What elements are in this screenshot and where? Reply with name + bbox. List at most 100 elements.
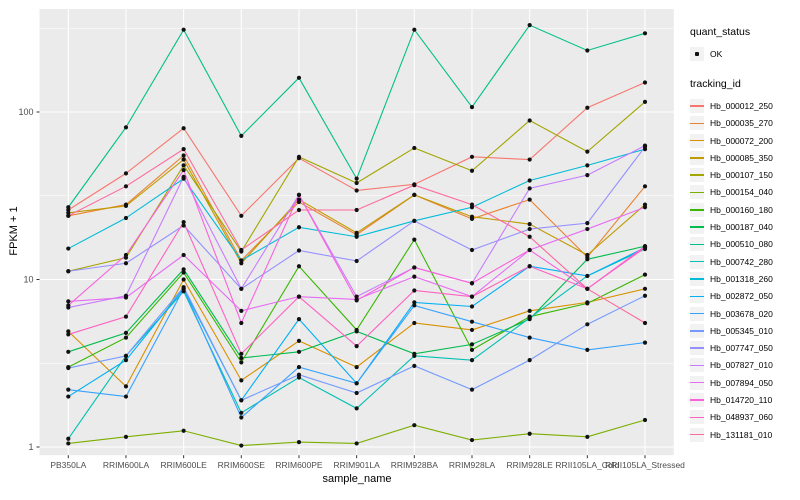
data-point: [642, 205, 648, 210]
data-point: [469, 437, 475, 443]
data-point: [469, 327, 475, 333]
data-point: [296, 338, 302, 343]
data-point: [239, 258, 244, 263]
legend-key-line-icon: [690, 364, 704, 367]
data-point: [642, 340, 648, 345]
data-point: [123, 295, 129, 300]
legend-key-line-icon: [690, 139, 704, 142]
legend-entry-label: Hb_003678_020: [710, 308, 773, 319]
data-point: [296, 439, 302, 445]
legend-entry-Hb_002872_050: Hb_002872_050: [690, 288, 798, 305]
data-point: [527, 178, 532, 183]
data-point: [123, 353, 129, 358]
data-point: [123, 215, 129, 221]
data-point: [354, 329, 359, 334]
data-point: [585, 173, 590, 178]
x-tick-label: RRIM901LA: [333, 460, 380, 470]
data-point: [412, 288, 417, 293]
data-point: [585, 257, 590, 262]
data-point: [66, 299, 71, 304]
x-tick-label: RRIM928LA: [449, 460, 496, 470]
data-point: [239, 443, 244, 448]
data-point: [354, 230, 359, 235]
data-point: [181, 157, 186, 162]
data-point: [123, 314, 129, 319]
data-point: [527, 247, 532, 253]
data-point: [412, 145, 417, 151]
data-point: [527, 308, 532, 313]
data-point: [123, 171, 129, 176]
data-point: [642, 293, 648, 298]
legend-key-line-icon: [690, 157, 704, 159]
data-point: [296, 197, 302, 202]
legend-key-line-icon: [690, 347, 704, 349]
data-point: [123, 384, 129, 389]
legend-entry-label: Hb_000742_280: [710, 256, 773, 267]
data-point: [642, 184, 648, 189]
legend-key-line-icon: [690, 209, 704, 211]
data-point: [469, 304, 475, 309]
data-point: [239, 415, 244, 420]
data-point: [181, 270, 186, 275]
legend-quant-status-title: quant_status: [690, 26, 751, 38]
data-point: [296, 248, 302, 253]
data-point: [296, 154, 302, 159]
legend-entry-Hb_014720_110: Hb_014720_110: [690, 391, 798, 408]
legend-entry-label: Hb_000160_180: [710, 204, 773, 215]
data-point: [412, 265, 417, 270]
data-point: [296, 372, 302, 377]
data-point: [412, 183, 417, 188]
data-point: [585, 105, 590, 110]
data-point: [354, 441, 359, 446]
legend-key-line-icon: [690, 191, 704, 194]
data-point: [181, 267, 186, 272]
legend-entry-Hb_000154_040: Hb_000154_040: [690, 184, 798, 201]
legend-key-line-icon: [690, 243, 704, 246]
data-point: [296, 349, 302, 354]
data-point: [527, 335, 532, 340]
legend-entry-label: Hb_001318_260: [710, 273, 773, 284]
data-point: [239, 286, 244, 291]
legend-entry-label: Hb_048937_060: [710, 412, 773, 423]
data-point: [642, 286, 648, 291]
data-point: [123, 203, 129, 209]
data-point: [181, 220, 186, 225]
data-point: [354, 207, 359, 213]
data-point: [239, 351, 244, 356]
data-point: [469, 168, 475, 173]
legend-ok-item: OK: [690, 45, 798, 62]
data-point: [66, 205, 71, 210]
legend-key-line-icon: [690, 433, 704, 436]
data-point: [527, 197, 532, 202]
data-point: [354, 234, 359, 239]
data-point: [296, 264, 302, 269]
data-point: [239, 308, 244, 313]
data-point: [123, 261, 129, 266]
legend-entry-label: Hb_005345_010: [710, 325, 773, 336]
x-tick-label: PB350LA: [50, 460, 86, 470]
x-tick-label: RRIM600LE: [160, 460, 207, 470]
data-point: [469, 358, 475, 363]
x-tick-label: RRII105LA_Cold: [555, 460, 619, 470]
data-point: [239, 133, 244, 138]
data-point: [123, 434, 129, 439]
data-point: [354, 176, 359, 181]
data-point: [66, 213, 71, 218]
legend-key: [690, 168, 704, 183]
legend-entry-Hb_000012_250: Hb_000012_250: [690, 97, 798, 114]
data-point: [585, 149, 590, 154]
legend-entry-Hb_048937_060: Hb_048937_060: [690, 409, 798, 426]
data-point: [296, 294, 302, 299]
data-point: [239, 247, 244, 253]
legend-key: [690, 323, 704, 338]
point-marker-icon: [695, 51, 699, 56]
data-point: [527, 431, 532, 436]
data-point: [181, 223, 186, 228]
data-point: [354, 390, 359, 396]
legend: quant_status OK tracking_id Hb_000012_25…: [690, 26, 798, 443]
x-tick-label: RRIM928BA: [391, 460, 439, 470]
legend-key: [690, 116, 704, 131]
data-point: [66, 269, 71, 274]
data-point: [585, 322, 590, 327]
data-point: [412, 27, 417, 32]
